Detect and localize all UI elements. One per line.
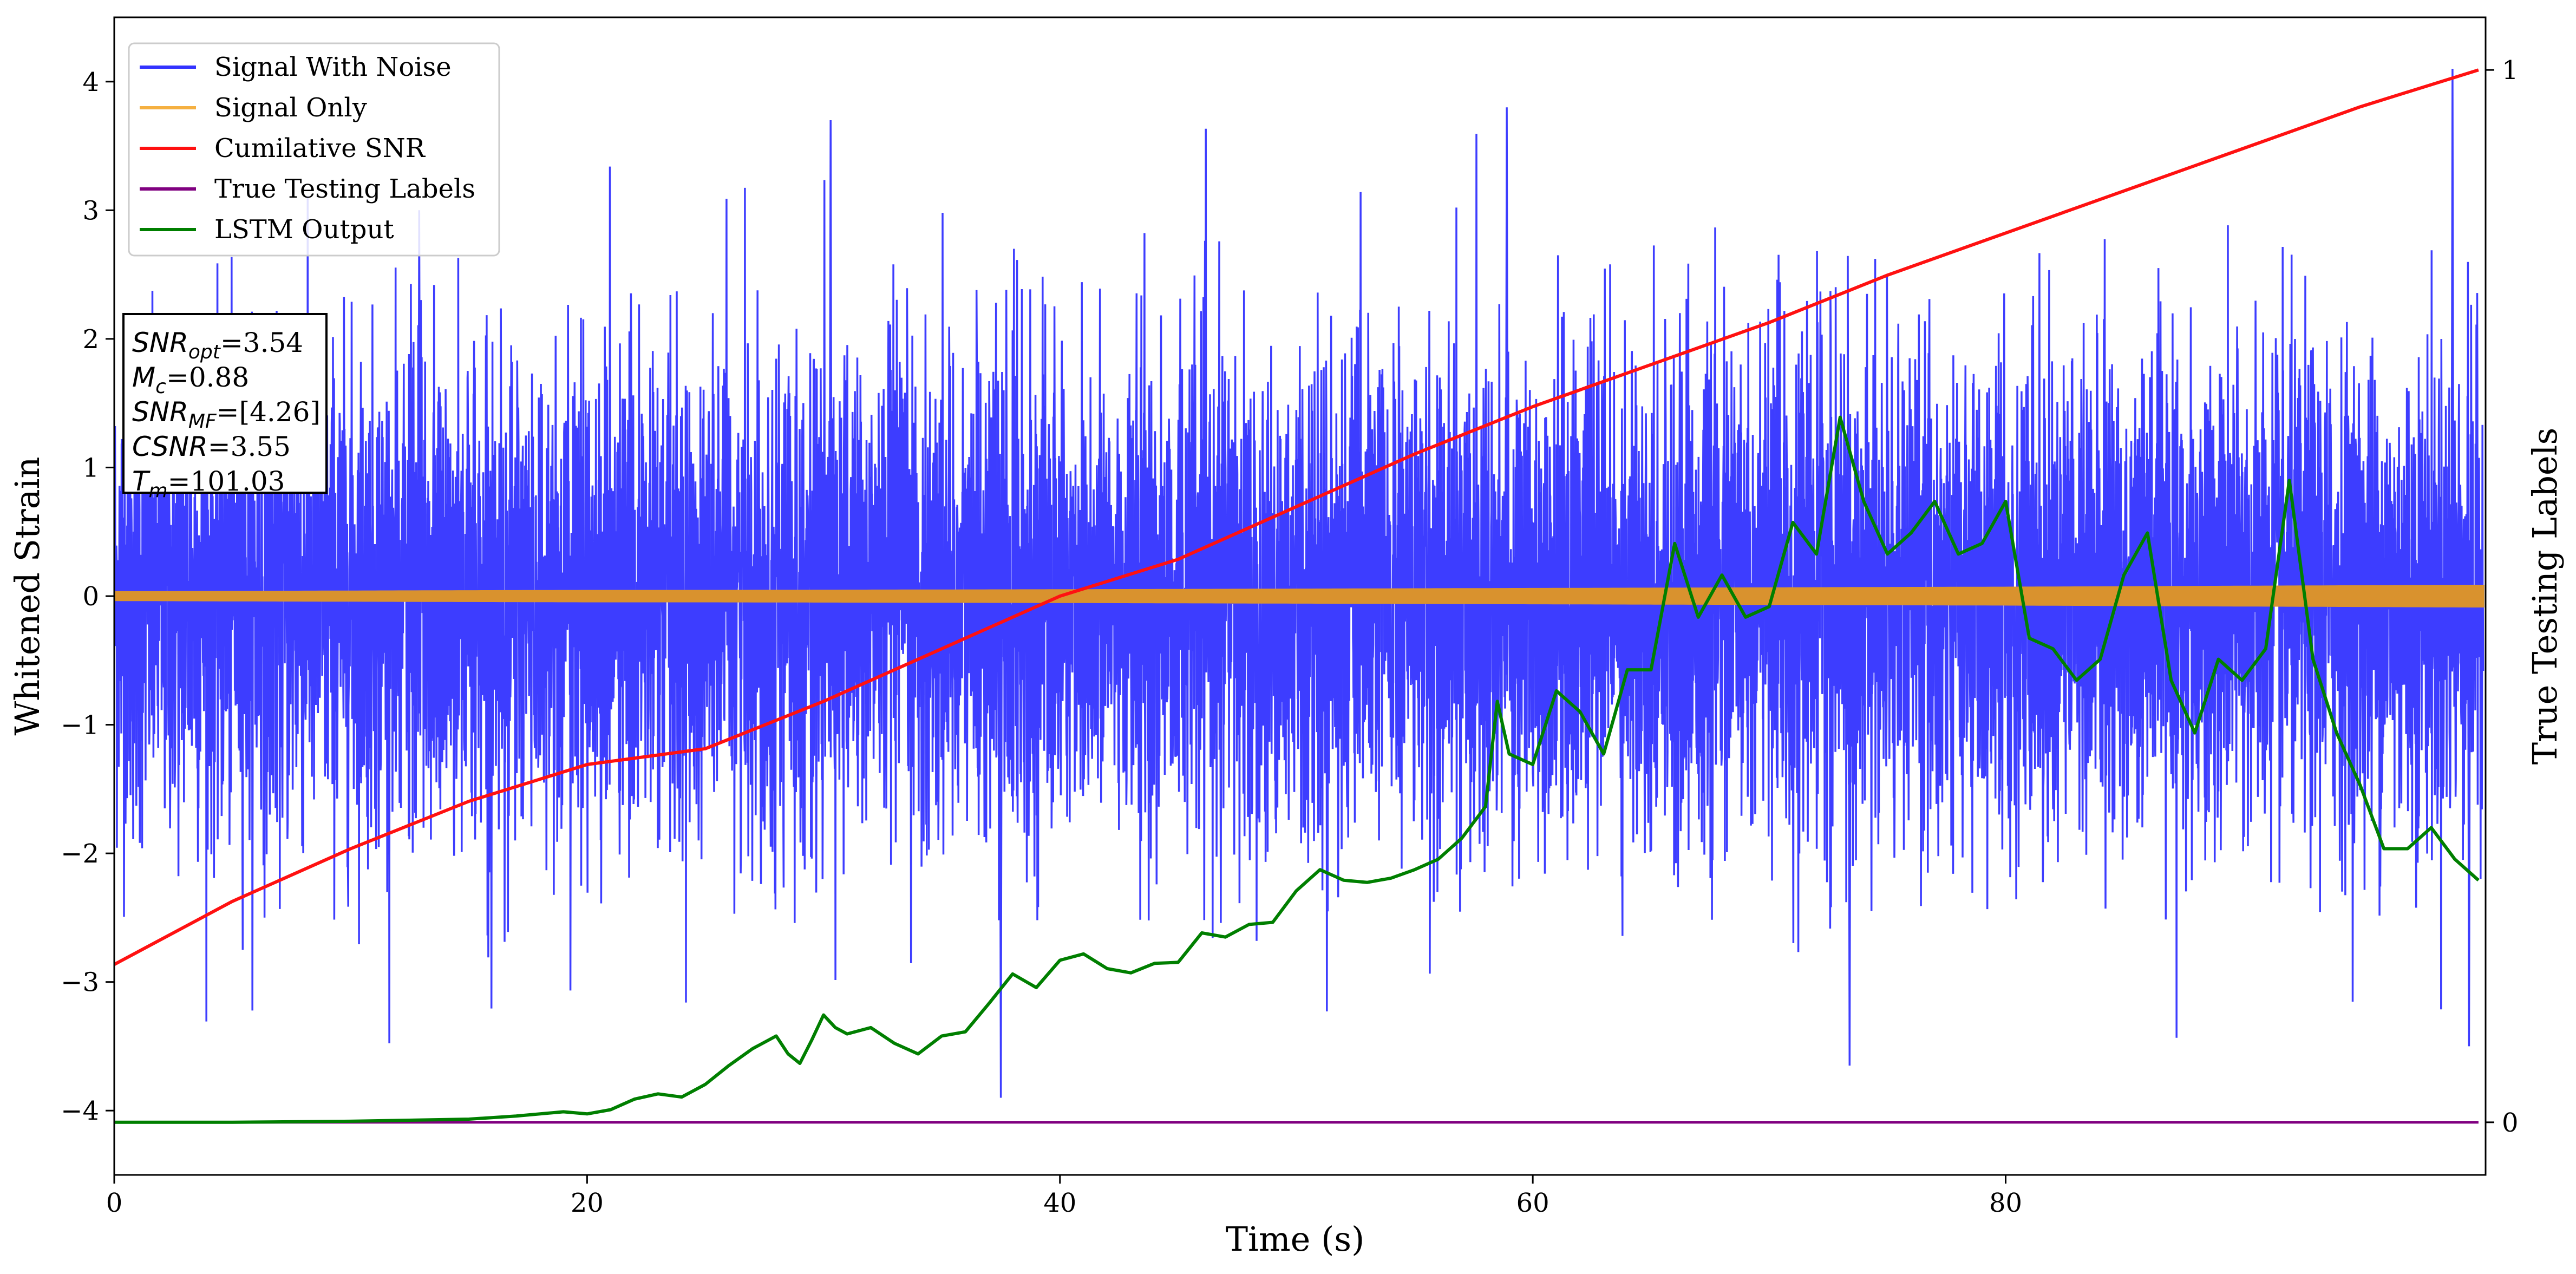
x-tick-label: 20 <box>571 1188 604 1218</box>
series-signal-only <box>114 585 2485 607</box>
x-tick-label: 80 <box>1989 1188 2022 1218</box>
y-tick-label: 2 <box>82 324 99 355</box>
y2-axis-label: True Testing Labels <box>2525 428 2565 765</box>
y-tick-label: 1 <box>82 453 99 483</box>
series-layer <box>114 68 2485 1124</box>
series-lstm-output <box>114 415 2480 1124</box>
info-box-line: SNRopt=3.54 <box>132 327 303 363</box>
legend-entry: Signal Only <box>214 93 367 123</box>
info-box-frame <box>122 313 328 494</box>
y-tick-label: −2 <box>61 839 99 869</box>
y2-tick-label: 1 <box>2502 55 2519 86</box>
legend-entry: Signal With Noise <box>214 52 452 82</box>
series-cumilative-snr <box>114 68 2479 966</box>
info-box-line: CSNR=3.55 <box>132 431 291 462</box>
y-tick-label: −4 <box>61 1096 99 1126</box>
x-axis-label: Time (s) <box>1226 1219 1365 1259</box>
legend-frame <box>128 42 500 257</box>
y-tick-label: −3 <box>61 968 99 998</box>
info-box-line: Tm=101.03 <box>132 466 285 502</box>
y2-tick-label: 0 <box>2502 1108 2519 1138</box>
info-box-line: SNRMF=[4.26] <box>132 396 321 433</box>
info-box-line: Mc=0.88 <box>132 362 249 398</box>
y-tick-label: −1 <box>61 710 99 741</box>
y-tick-label: 3 <box>82 195 99 226</box>
y-axis-label: Whitened Strain <box>8 457 47 736</box>
x-tick-label: 60 <box>1516 1188 1549 1218</box>
legend: Signal With Noise Signal Only Cumilative S… <box>128 42 500 257</box>
x-tick-label: 40 <box>1043 1188 1076 1218</box>
legend-entry: Cumilative SNR <box>214 133 426 164</box>
x-tick-label: 0 <box>106 1188 123 1218</box>
legend-entry: LSTM Output <box>214 214 394 245</box>
y-tick-label: 4 <box>82 67 99 97</box>
legend-entry: True Testing Labels <box>214 174 475 204</box>
y-tick-label: 0 <box>82 582 99 612</box>
